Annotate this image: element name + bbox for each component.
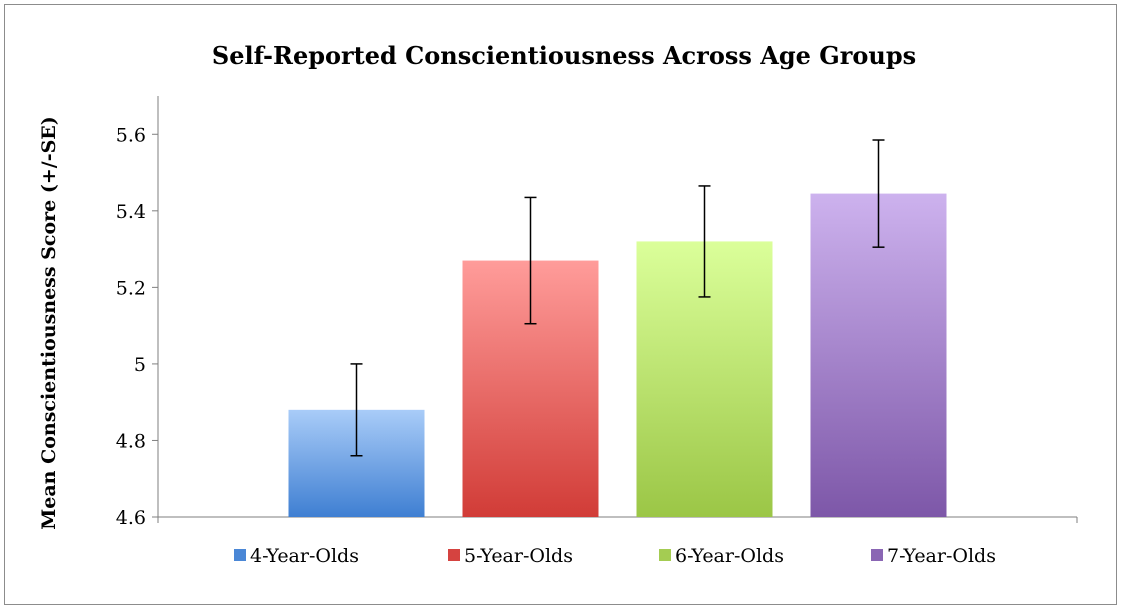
y-tick-label: 5.2 <box>116 277 146 299</box>
legend-label: 6-Year-Olds <box>675 545 784 567</box>
y-axis-title: Mean Conscientiousness Score (+/-SE) <box>38 116 60 530</box>
chart-canvas: Self-Reported Conscientiousness Across A… <box>38 41 1078 567</box>
legend-swatch <box>659 549 671 561</box>
y-tick-label: 5 <box>134 354 146 376</box>
legend-item: 4-Year-Olds <box>234 545 359 567</box>
legend-label: 4-Year-Olds <box>250 545 359 567</box>
error-bar <box>698 185 711 298</box>
error-bar <box>524 196 537 325</box>
chart-frame: Self-Reported Conscientiousness Across A… <box>4 4 1117 605</box>
error-bar <box>872 139 885 248</box>
error-bar <box>350 363 363 457</box>
legend-label: 7-Year-Olds <box>887 545 996 567</box>
bars <box>288 193 947 517</box>
legend-swatch <box>448 549 460 561</box>
legend-swatch <box>871 549 883 561</box>
legend-swatch <box>234 549 246 561</box>
chart-title: Self-Reported Conscientiousness Across A… <box>212 41 916 70</box>
y-tick-label: 5.4 <box>116 201 146 223</box>
y-tick-label: 4.8 <box>116 430 146 452</box>
legend: 4-Year-Olds 5-Year-Olds 6-Year-Olds 7-Year-… <box>234 545 996 567</box>
legend-item: 6-Year-Olds <box>659 545 784 567</box>
legend-item: 7-Year-Olds <box>871 545 996 567</box>
y-tick-label: 4.6 <box>116 507 146 529</box>
y-axis-ticks: 4.6 4.8 5 5.2 5.4 5.6 <box>116 124 158 529</box>
legend-item: 5-Year-Olds <box>448 545 573 567</box>
error-bars <box>350 139 885 457</box>
y-tick-label: 5.6 <box>116 124 146 146</box>
legend-label: 5-Year-Olds <box>464 545 573 567</box>
